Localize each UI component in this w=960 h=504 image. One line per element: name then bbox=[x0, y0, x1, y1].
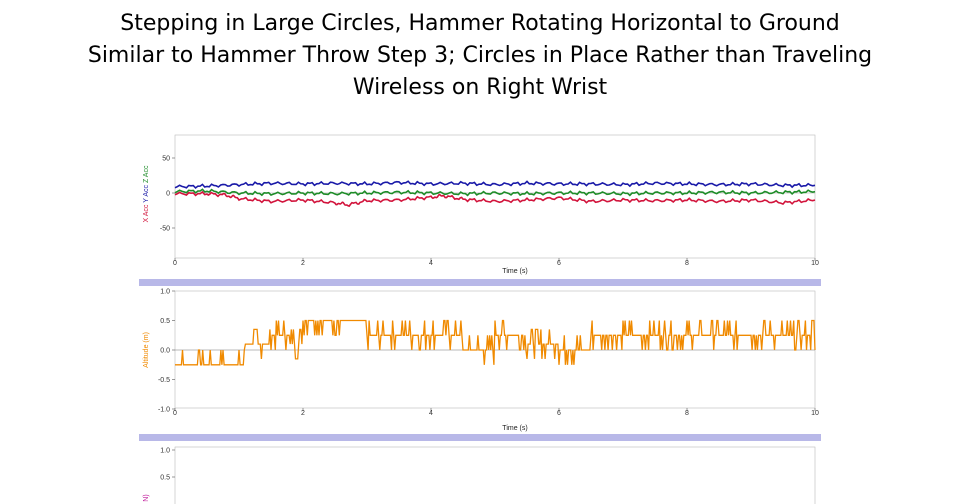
y-tick-label: 50 bbox=[162, 156, 170, 163]
x-tick-label: 10 bbox=[811, 410, 819, 417]
series-line-z-acc bbox=[174, 188, 816, 197]
panel-separator bbox=[139, 434, 821, 441]
x-tick-label: 10 bbox=[811, 260, 819, 267]
y-tick-label: 1.0 bbox=[160, 448, 170, 455]
y-tick-label: -0.5 bbox=[158, 377, 170, 384]
y-tick-label: -1.0 bbox=[158, 407, 170, 414]
x-axis-label: Time (s) bbox=[502, 268, 527, 275]
x-tick-label: 8 bbox=[685, 410, 689, 417]
plot-area bbox=[174, 134, 816, 259]
title-line-2: Similar to Hammer Throw Step 3; Circles … bbox=[87, 43, 873, 68]
x-tick-label: 2 bbox=[301, 260, 305, 267]
y-tick-label: 0 bbox=[166, 191, 170, 198]
panel-separator bbox=[139, 279, 821, 286]
y-tick-label: 1.0 bbox=[160, 289, 170, 296]
force-chart-partial: 1.0 0.5 N) bbox=[143, 446, 816, 504]
chart-title: Stepping in Large Circles, Hammer Rotati… bbox=[0, 8, 960, 104]
plot-area bbox=[174, 446, 816, 504]
title-line-3: Wireless on Right Wrist bbox=[352, 75, 608, 100]
x-tick-label: 0 bbox=[173, 260, 177, 267]
y-tick-label: 0.5 bbox=[160, 475, 170, 482]
x-tick-label: 6 bbox=[557, 410, 561, 417]
series-line-altitude bbox=[175, 319, 816, 366]
plot-area bbox=[174, 290, 816, 409]
x-tick-label: 4 bbox=[429, 410, 433, 417]
y-tick-label: 0.0 bbox=[160, 348, 170, 355]
series-line-y-acc bbox=[174, 180, 816, 190]
y-axis-label-part: Z Acc bbox=[143, 165, 150, 185]
x-tick-label: 0 bbox=[173, 410, 177, 417]
altitude-chart: 1.0 0.5 0.0 -0.5 -1.0 0 2 4 6 8 10 Time (s) Altitude… bbox=[143, 289, 819, 433]
y-axis-label-part: Y Acc bbox=[143, 184, 150, 204]
x-tick-label: 2 bbox=[301, 410, 305, 417]
y-axis-label: X Acc Y Acc Z Acc bbox=[143, 165, 150, 222]
y-axis-label-part: X Acc bbox=[143, 204, 150, 222]
y-tick-label: -50 bbox=[160, 226, 170, 233]
x-tick-label: 8 bbox=[685, 260, 689, 267]
x-axis-label: Time (s) bbox=[502, 425, 527, 432]
y-tick-label: 0.5 bbox=[160, 318, 170, 325]
x-tick-label: 4 bbox=[429, 260, 433, 267]
y-axis-label: N) bbox=[143, 494, 150, 501]
x-tick-label: 6 bbox=[557, 260, 561, 267]
acceleration-chart: 50 0 -50 0 2 4 6 8 10 Time (s) X Acc Y Acc Z Acc bbox=[143, 134, 819, 275]
series-line-x-acc bbox=[174, 190, 816, 208]
title-line-1: Stepping in Large Circles, Hammer Rotati… bbox=[120, 11, 840, 36]
y-axis-label: Altitude (m) bbox=[143, 332, 150, 368]
